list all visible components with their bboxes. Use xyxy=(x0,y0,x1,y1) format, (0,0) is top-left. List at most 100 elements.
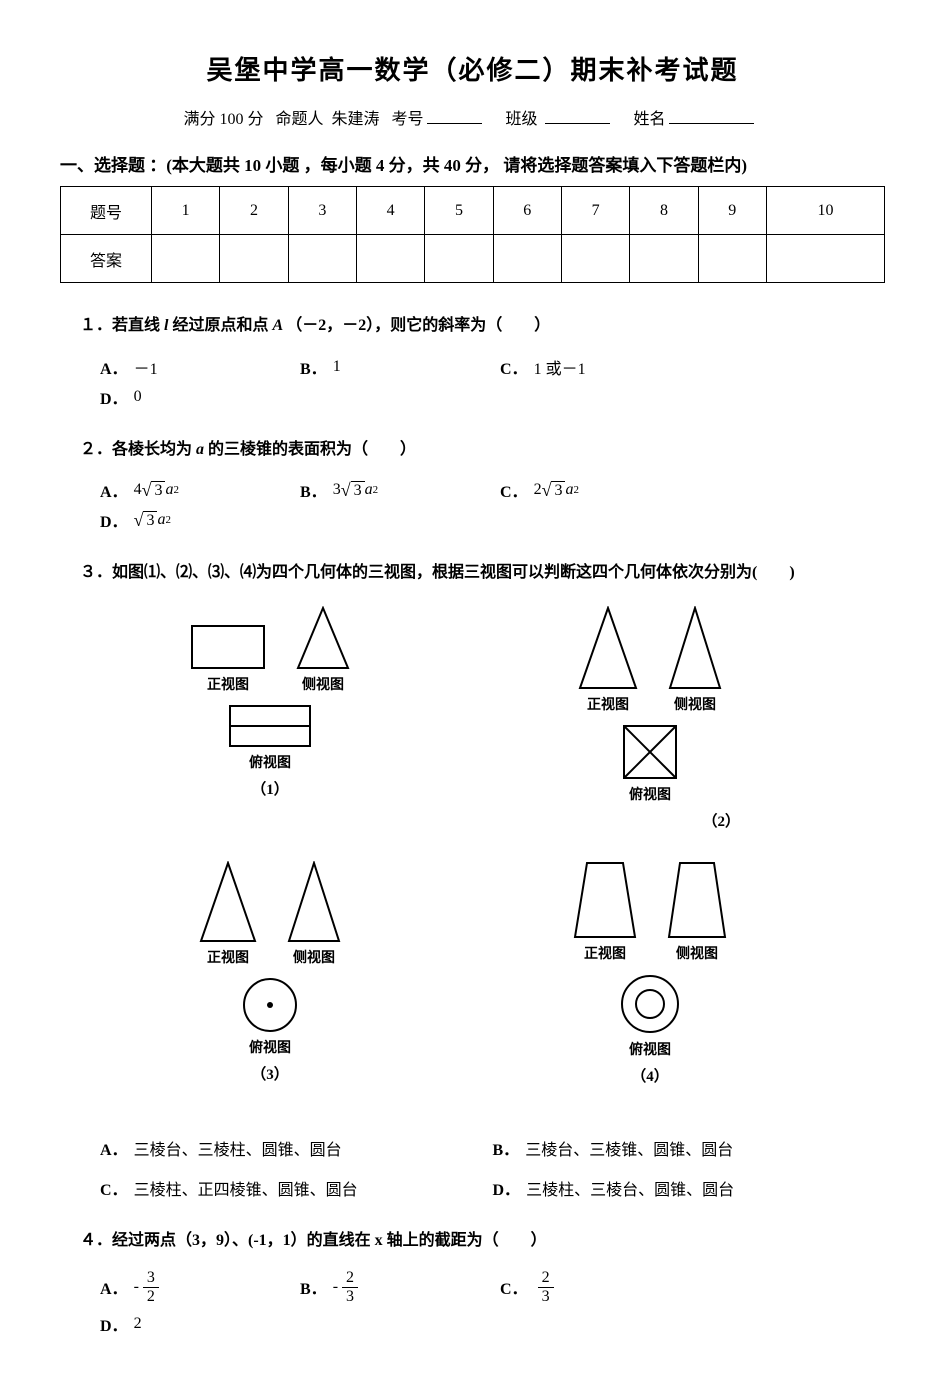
author-name: 朱建涛 xyxy=(331,111,379,128)
q1-var-l: l xyxy=(160,317,172,334)
question-3: ３．如图⑴、⑵、⑶、⑷为四个几何体的三视图，根据三视图可以判断这四个几何体依次分… xyxy=(80,560,885,586)
triangle-icon xyxy=(199,861,257,943)
q4-opt-d[interactable]: D． 2 xyxy=(100,1312,300,1336)
question-1: １．若直线 l 经过原点和点 A （－2，－2），则它的斜率为（ ） xyxy=(80,313,885,339)
fraction-icon: 3 2 xyxy=(143,1269,159,1305)
trapezoid-icon xyxy=(573,861,637,939)
author-label: 命题人 xyxy=(275,111,323,128)
g4-top: 俯视图 xyxy=(619,973,681,1059)
q2-var: a xyxy=(165,481,173,499)
q1-opt-c[interactable]: C．1 或－1 xyxy=(500,355,700,379)
top-label: 俯视图 xyxy=(249,1037,291,1057)
rect-mid-icon xyxy=(228,704,312,748)
answer-cell[interactable] xyxy=(766,235,884,283)
q1-opt-c-val: 1 或－1 xyxy=(534,355,586,379)
class-blank[interactable] xyxy=(545,107,610,124)
group-3-label: （3） xyxy=(140,1063,400,1084)
answer-cell[interactable] xyxy=(356,235,424,283)
q1-opt-d[interactable]: D．0 xyxy=(100,385,300,409)
meta-line: 满分 100 分 命题人 朱建涛 考号 班级 姓名 xyxy=(60,105,885,129)
sqrt-icon: √3 xyxy=(134,511,158,530)
q3-figures: 正视图 侧视图 俯视图 （1） 正视图 xyxy=(140,606,885,1116)
answer-cell[interactable] xyxy=(493,235,561,283)
q1-opt-a[interactable]: A．－1 xyxy=(100,355,300,379)
side-label: 侧视图 xyxy=(676,943,718,963)
q2-opt-b[interactable]: B． 3 √3 a2 xyxy=(300,478,500,502)
fig-group-3: 正视图 侧视图 俯视图 （3） xyxy=(140,861,400,1086)
sqrt-icon: √3 xyxy=(142,481,166,500)
q1-opt-b[interactable]: B．1 xyxy=(300,355,500,379)
col-num: 7 xyxy=(561,187,629,235)
q2-var: a xyxy=(192,441,208,458)
fig-group-2: 正视图 侧视图 俯视图 （2） xyxy=(520,606,780,831)
top-label: 俯视图 xyxy=(629,784,671,804)
triangle-icon xyxy=(296,606,350,670)
section-heading: 一、选择题 ：(本大题共 10 小题 ，每小题 4 分，共 40 分， 请将选择… xyxy=(60,151,885,176)
class-label: 班级 xyxy=(506,111,538,128)
g1-side: 侧视图 xyxy=(296,606,350,694)
q4-opt-b[interactable]: B． - 2 3 xyxy=(300,1269,500,1305)
g4-front: 正视图 xyxy=(573,861,637,963)
g4-side: 侧视图 xyxy=(667,861,727,963)
q3-opt-c[interactable]: C．三棱柱、正四棱锥、圆锥、圆台 xyxy=(100,1176,493,1200)
q1-text: 经过原点和点 xyxy=(172,317,268,334)
top-label: 俯视图 xyxy=(249,752,291,772)
row-label: 答案 xyxy=(61,235,152,283)
top-label: 俯视图 xyxy=(629,1039,671,1059)
g1-top: 俯视图 xyxy=(228,704,312,772)
answer-cell[interactable] xyxy=(698,235,766,283)
q2-opt-a[interactable]: A． 4 √3 a2 xyxy=(100,478,300,502)
q4-opt-c[interactable]: C． 2 3 xyxy=(500,1269,700,1305)
q2-opt-d[interactable]: D． √3 a2 xyxy=(100,508,300,532)
q2-exp: 2 xyxy=(173,484,179,496)
q2-exp: 2 xyxy=(165,514,171,526)
q3-opt-b[interactable]: B．三棱台、三棱锥、圆锥、圆台 xyxy=(493,1136,886,1160)
q3-opt-a-val: 三棱台、三棱柱、圆锥、圆台 xyxy=(134,1136,342,1160)
q4-opt-a[interactable]: A． - 3 2 xyxy=(100,1269,300,1305)
q3-opt-d-val: 三棱柱、三棱台、圆锥、圆台 xyxy=(526,1176,734,1200)
answer-cell[interactable] xyxy=(630,235,698,283)
group-1-label: （1） xyxy=(140,778,400,799)
front-label: 正视图 xyxy=(207,947,249,967)
q3-opt-a[interactable]: A．三棱台、三棱柱、圆锥、圆台 xyxy=(100,1136,493,1160)
answer-cell[interactable] xyxy=(152,235,220,283)
triangle-icon xyxy=(287,861,341,943)
g2-front: 正视图 xyxy=(578,606,638,714)
exam-no-blank[interactable] xyxy=(427,107,482,124)
g2-side: 侧视图 xyxy=(668,606,722,714)
q2-var: a xyxy=(157,511,165,529)
col-num: 1 xyxy=(152,187,220,235)
answer-cell[interactable] xyxy=(288,235,356,283)
q1-text: １．若直线 xyxy=(80,317,160,334)
fig-group-4: 正视图 侧视图 俯视图 （4） xyxy=(520,861,780,1086)
name-label: 姓名 xyxy=(634,111,666,128)
exam-no-label: 考号 xyxy=(392,111,424,128)
front-label: 正视图 xyxy=(587,694,629,714)
name-blank[interactable] xyxy=(669,107,754,124)
answer-cell[interactable] xyxy=(561,235,629,283)
q2-opt-c[interactable]: C． 2 √3 a2 xyxy=(500,478,700,502)
q4-a-sign: - xyxy=(134,1278,139,1296)
row-label: 题号 xyxy=(61,187,152,235)
col-num: 4 xyxy=(356,187,424,235)
q4-d-val: 2 xyxy=(134,1315,142,1333)
sqrt-icon: √3 xyxy=(542,481,566,500)
triangle-icon xyxy=(668,606,722,690)
g3-front: 正视图 xyxy=(199,861,257,967)
col-num: 3 xyxy=(288,187,356,235)
page-title: 吴堡中学高一数学（必修二）期末补考试题 xyxy=(60,50,885,87)
q3-options: A．三棱台、三棱柱、圆锥、圆台 B．三棱台、三棱锥、圆锥、圆台 C．三棱柱、正四… xyxy=(100,1136,885,1206)
q1-opt-d-val: 0 xyxy=(134,388,142,406)
q2-exp: 2 xyxy=(573,484,579,496)
circle-dot-icon xyxy=(242,977,298,1033)
answer-cell[interactable] xyxy=(425,235,493,283)
question-4: ４．经过两点（3，9）、(-1，1）的直线在 x 轴上的截距为（ ） xyxy=(80,1228,885,1254)
answer-cell[interactable] xyxy=(220,235,288,283)
q1-opt-a-val: －1 xyxy=(134,355,158,379)
q3-opt-d[interactable]: D．三棱柱、三棱台、圆锥、圆台 xyxy=(493,1176,886,1200)
group-4-label: （4） xyxy=(520,1065,780,1086)
q2-a-coef: 4 xyxy=(134,481,142,499)
triangle-icon xyxy=(578,606,638,690)
q4-b-sign: - xyxy=(333,1278,338,1296)
g3-side: 侧视图 xyxy=(287,861,341,967)
